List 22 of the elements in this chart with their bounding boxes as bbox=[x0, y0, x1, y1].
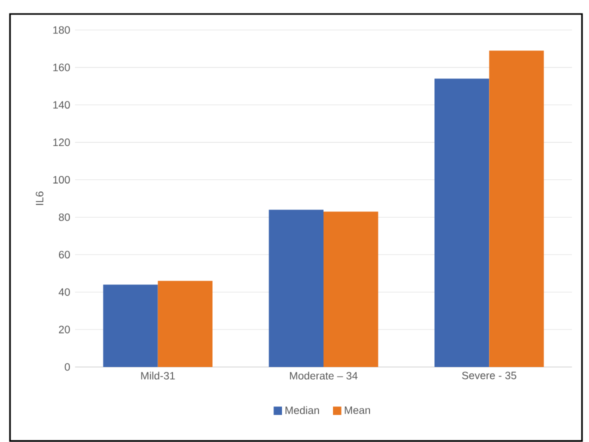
bar bbox=[103, 284, 158, 367]
bar bbox=[268, 210, 324, 367]
y-tick-label: 60 bbox=[58, 250, 70, 258]
bar bbox=[158, 280, 213, 367]
y-tick-label: 100 bbox=[53, 176, 70, 184]
y-axis-title: IL6 bbox=[36, 192, 44, 205]
bar bbox=[489, 50, 544, 367]
x-tick-label: Moderate – 34 bbox=[290, 372, 358, 380]
y-tick-label: 80 bbox=[58, 213, 70, 221]
bar bbox=[324, 212, 378, 367]
x-tick-label: Severe - 35 bbox=[462, 372, 516, 380]
y-tick-label: 160 bbox=[53, 64, 70, 72]
legend-label: Mean bbox=[344, 406, 370, 414]
bar bbox=[434, 78, 490, 367]
y-tick-label: 20 bbox=[58, 326, 70, 334]
y-tick-label: 40 bbox=[58, 288, 70, 296]
y-tick-label: 0 bbox=[64, 363, 70, 371]
x-tick-label: Mild-31 bbox=[141, 372, 175, 380]
y-tick-label: 180 bbox=[53, 26, 70, 34]
legend-label: Median bbox=[286, 406, 319, 414]
y-tick-label: 120 bbox=[53, 138, 70, 146]
y-tick-label: 140 bbox=[53, 101, 70, 109]
